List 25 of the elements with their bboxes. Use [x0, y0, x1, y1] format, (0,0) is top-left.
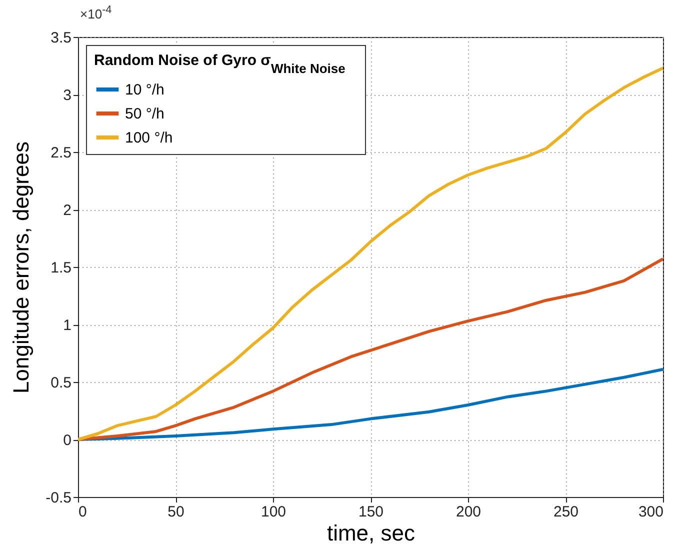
y-tick-label: 3 — [63, 87, 72, 104]
y-tick-label: 0.5 — [50, 374, 72, 392]
x-tick-label: 250 — [553, 504, 579, 520]
legend-label: 10 °/h — [125, 82, 164, 98]
x-tick-label: 50 — [168, 504, 184, 520]
y-axis-title: Longitude errors, degrees — [8, 142, 34, 394]
legend-title: Random Noise of Gyro σ$_{White Noise}$ — [94, 52, 346, 76]
x-tick-label: 0 — [78, 504, 87, 520]
legend-label: 50 °/h — [125, 106, 164, 122]
y-tick-label: 2.5 — [50, 144, 72, 162]
x-tick-label: 300 — [638, 504, 664, 520]
legend-label: 100 °/h — [125, 130, 173, 146]
line-series — [78, 368, 663, 441]
x-axis-title: time, sec — [326, 520, 416, 546]
y-tick-label: 0 — [63, 432, 72, 449]
y-tick-label: 1.5 — [50, 260, 72, 276]
text: ×10$^{-4}$ — [80, 4, 112, 22]
line-series — [78, 257, 663, 441]
y-tick-label: -0.5 — [46, 490, 72, 506]
x-tick-label: 150 — [358, 504, 384, 520]
y-tick-label: 1 — [63, 317, 72, 334]
y-tick-label: 3.5 — [50, 30, 72, 46]
x-tick-label: 200 — [456, 504, 482, 520]
y-tick-label: 2 — [63, 202, 72, 219]
x-tick-label: 100 — [260, 504, 286, 520]
